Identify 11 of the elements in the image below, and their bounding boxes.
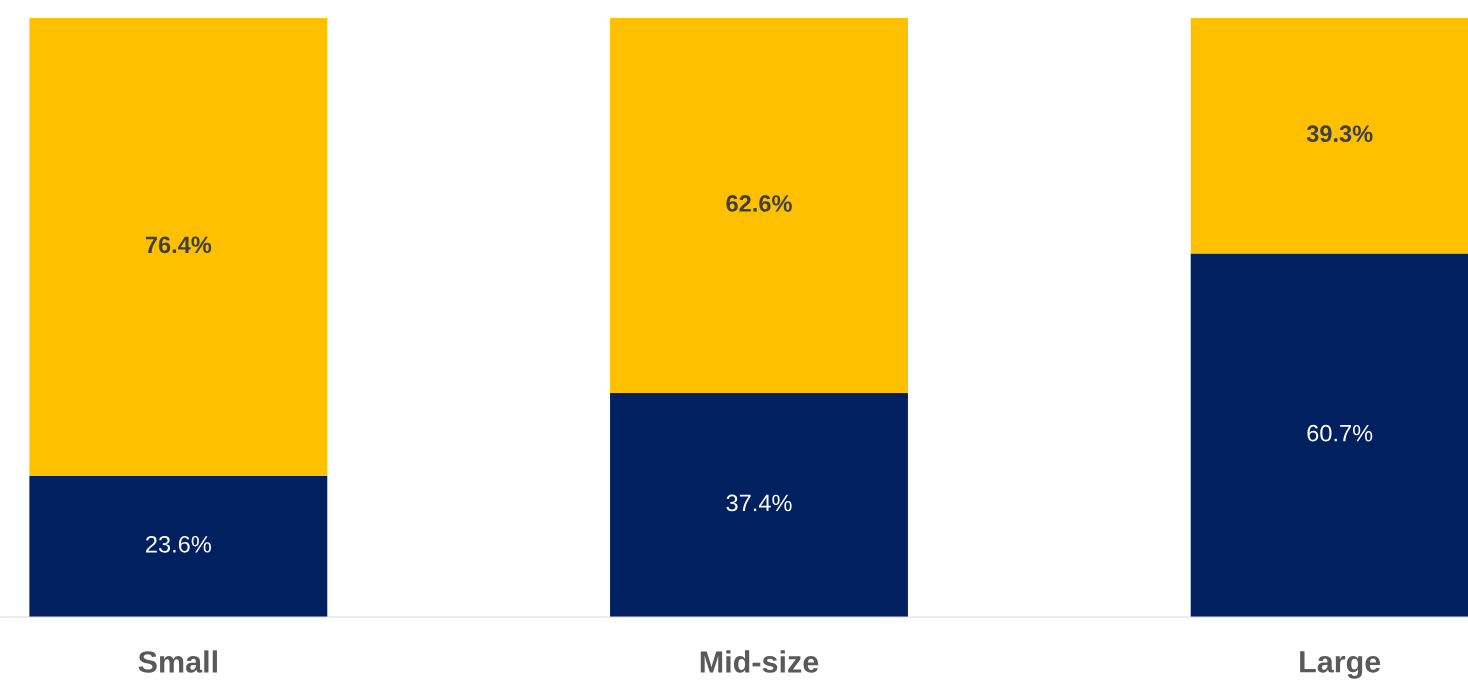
data-label: 39.3%: [1306, 125, 1373, 143]
x-tick-label: Mid-size: [700, 650, 819, 673]
x-tick-label: Large: [1300, 651, 1381, 679]
data-label: 76.4%: [145, 236, 212, 254]
bar: [29, 18, 328, 476]
data-label: 60.7%: [1307, 424, 1373, 442]
data-label: 23.6%: [146, 535, 211, 553]
data-label: 37.4%: [726, 494, 792, 512]
data-label: 62.6%: [726, 195, 792, 212]
bar: [29, 475, 328, 617]
x-tick-label: Small: [138, 650, 217, 673]
